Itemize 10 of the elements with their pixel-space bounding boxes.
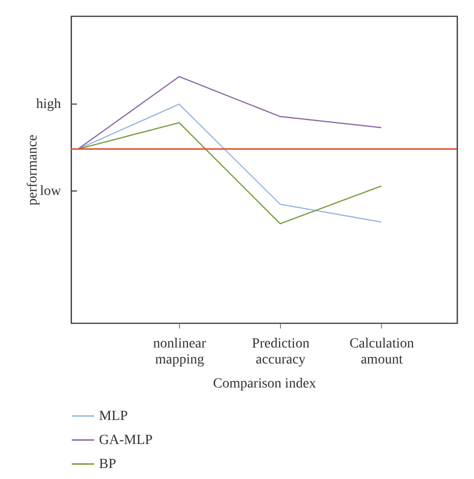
x-tick-label: nonlinear mapping <box>153 336 206 368</box>
legend-label: BP <box>99 457 116 472</box>
text: low <box>40 184 62 199</box>
y-axis-title: performance <box>26 134 40 206</box>
legend-label: MLP <box>99 409 128 424</box>
x-axis-title: Comparison index <box>212 376 316 392</box>
text: high <box>36 97 61 112</box>
x-tick-label: Calculation amount <box>349 336 414 368</box>
legend-label: GA-MLP <box>99 433 153 448</box>
x-tick-label: Prediction accuracy <box>252 336 310 368</box>
